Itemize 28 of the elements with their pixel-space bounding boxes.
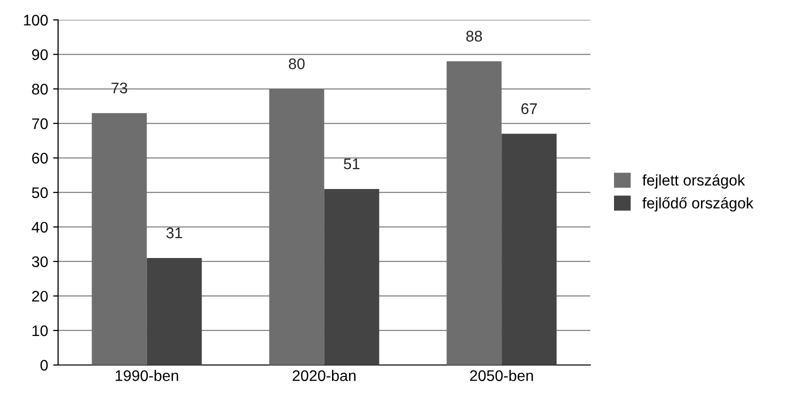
y-tick-label: 20 <box>32 290 48 302</box>
bar <box>146 258 202 365</box>
bar <box>92 113 147 365</box>
y-tick-label: 70 <box>32 118 48 130</box>
y-tick-label: 50 <box>32 187 48 198</box>
bar <box>324 188 380 365</box>
data-label: 31 <box>166 228 182 238</box>
bar <box>269 88 324 365</box>
y-tick-label: 40 <box>32 222 48 233</box>
y-tick-label: 30 <box>32 256 48 268</box>
y-tick-label: 60 <box>32 152 48 164</box>
data-label: 88 <box>466 30 482 42</box>
data-label: 80 <box>288 58 305 70</box>
y-tick-label: 80 <box>32 84 48 95</box>
x-tick-label: 2020-ban <box>292 370 356 382</box>
data-label: 73 <box>112 82 128 94</box>
data-label: 51 <box>344 158 360 170</box>
y-tick-label: 100 <box>24 14 48 26</box>
y-tick-label: 10 <box>32 325 48 336</box>
data-label: 67 <box>521 103 537 114</box>
x-tick-label: 2050-ben <box>470 370 533 382</box>
bar <box>446 61 502 365</box>
bar <box>502 134 557 365</box>
y-tick-label: 90 <box>32 49 48 60</box>
legend-label: fejlődő országok <box>642 197 754 212</box>
legend-label: fejlett országok <box>642 174 745 189</box>
x-tick-label: 1990-ben <box>116 370 178 382</box>
y-tick-label: 0 <box>40 360 48 371</box>
